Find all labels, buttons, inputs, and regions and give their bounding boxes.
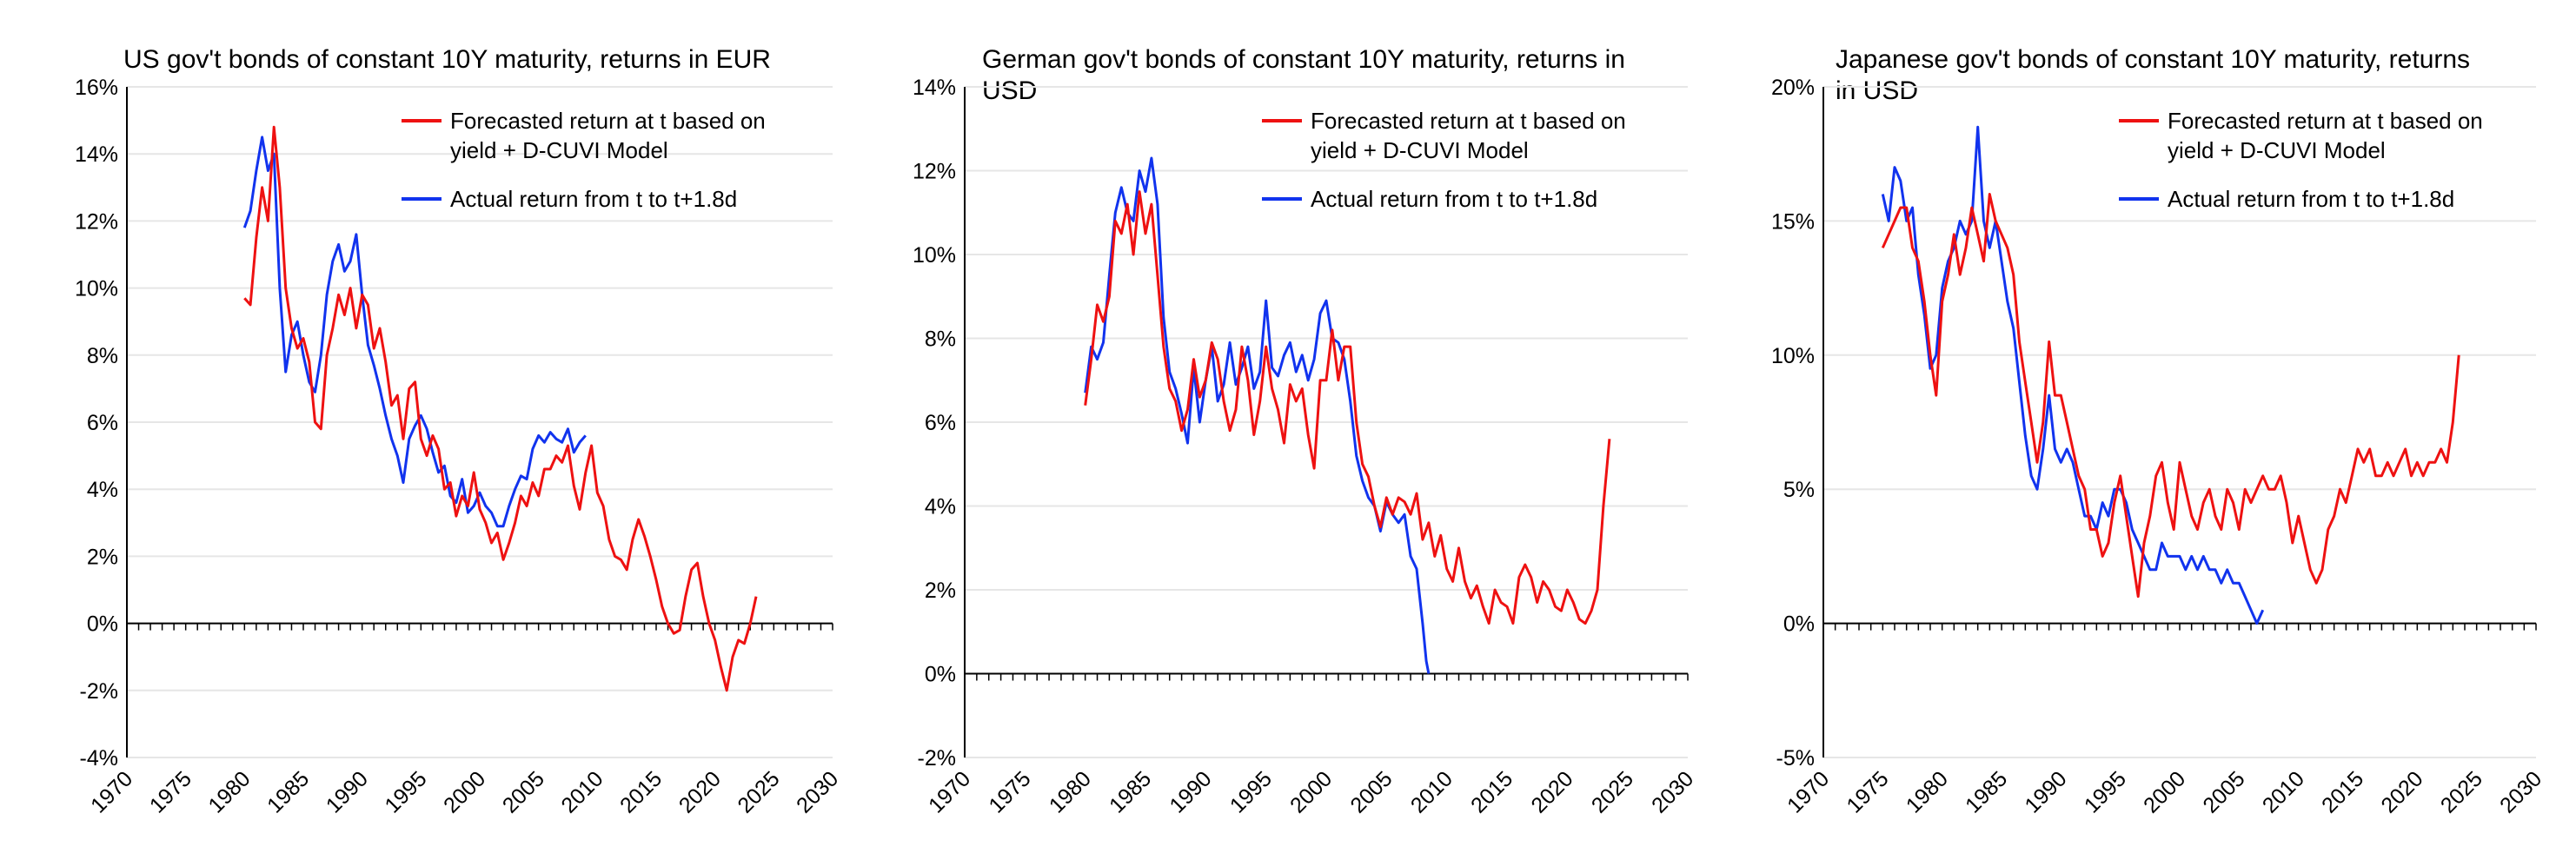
actual-series-line (1881, 125, 2265, 625)
chart-panel-2: German gov't bonds of constant 10Y matur… (913, 45, 1698, 818)
legend-label: yield + D-CUVI Model (450, 137, 668, 163)
x-tick-label: 2020 (674, 766, 726, 817)
y-tick-label: 2% (87, 545, 118, 569)
y-tick-label: 5% (1783, 478, 1815, 502)
x-tick-label: 1980 (1045, 766, 1096, 817)
x-tick-label: 1985 (1105, 766, 1156, 817)
x-tick-label: 2005 (2198, 766, 2249, 817)
chart-panel-1: US gov't bonds of constant 10Y maturity,… (75, 45, 843, 818)
x-tick-label: 2015 (615, 766, 667, 817)
chart-title-line: US gov't bonds of constant 10Y maturity,… (123, 45, 771, 74)
y-tick-label: -4% (80, 746, 118, 771)
x-tick-label: 1975 (145, 766, 196, 817)
y-tick-label: 16% (75, 76, 118, 100)
y-tick-label: 0% (1783, 612, 1815, 637)
x-tick-label: 2020 (2376, 766, 2427, 817)
x-tick-label: 2015 (1466, 766, 1517, 817)
x-tick-label: 2030 (792, 766, 843, 817)
x-tick-label: 2030 (1647, 766, 1698, 817)
chart-title-line: German gov't bonds of constant 10Y matur… (982, 45, 1625, 74)
y-tick-label: 20% (1771, 76, 1815, 100)
y-tick-label: 0% (87, 612, 118, 637)
x-tick-label: 1990 (1165, 766, 1216, 817)
y-tick-label: 6% (925, 411, 956, 435)
x-tick-label: 1980 (203, 766, 255, 817)
chart-title-line: in USD (1836, 76, 1918, 105)
x-tick-label: 2000 (439, 766, 490, 817)
y-tick-label: 15% (1771, 209, 1815, 234)
x-tick-label: 1990 (322, 766, 373, 817)
y-tick-label: -2% (80, 679, 118, 704)
x-tick-label: 1995 (1225, 766, 1277, 817)
legend-label: Actual return from t to t+1.8d (450, 186, 737, 212)
x-tick-label: 1995 (2080, 766, 2131, 817)
forecast-series-line (1084, 190, 1611, 625)
x-tick-label: 2000 (2139, 766, 2190, 817)
y-tick-label: 4% (925, 495, 956, 519)
x-tick-label: 2005 (498, 766, 549, 817)
chart-title-line: USD (982, 76, 1037, 105)
x-tick-label: 2015 (2317, 766, 2368, 817)
y-tick-label: 4% (87, 478, 118, 502)
y-tick-label: -2% (918, 746, 956, 771)
x-tick-label: 2025 (2436, 766, 2487, 817)
legend-label: yield + D-CUVI Model (2168, 137, 2386, 163)
x-tick-label: 2005 (1345, 766, 1397, 817)
legend-label: Actual return from t to t+1.8d (1311, 186, 1597, 212)
legend-label: Forecasted return at t based on (2168, 108, 2483, 134)
x-tick-label: 2025 (1587, 766, 1638, 817)
y-tick-label: 12% (75, 209, 118, 234)
x-tick-label: 2010 (1406, 766, 1457, 817)
x-tick-label: 2010 (2258, 766, 2309, 817)
x-tick-label: 1975 (1842, 766, 1893, 817)
y-tick-label: 14% (913, 76, 956, 100)
chart-title-line: Japanese gov't bonds of constant 10Y mat… (1836, 45, 2470, 74)
y-tick-label: 8% (87, 344, 118, 368)
x-tick-label: 2025 (733, 766, 784, 817)
x-tick-label: 2020 (1526, 766, 1577, 817)
x-tick-label: 2030 (2495, 766, 2546, 817)
legend-label: Actual return from t to t+1.8d (2168, 186, 2454, 212)
y-tick-label: 2% (925, 579, 956, 603)
y-tick-label: 10% (1771, 344, 1815, 368)
x-tick-label: 1980 (1902, 766, 1953, 817)
x-tick-label: 1975 (984, 766, 1035, 817)
legend-label: Forecasted return at t based on (1311, 108, 1626, 134)
legend-label: Forecasted return at t based on (450, 108, 766, 134)
x-tick-label: 1985 (1961, 766, 2012, 817)
y-tick-label: 8% (925, 327, 956, 352)
x-tick-label: 1990 (2020, 766, 2071, 817)
legend-label: yield + D-CUVI Model (1311, 137, 1529, 163)
y-tick-label: 12% (913, 160, 956, 184)
y-tick-label: 10% (913, 243, 956, 268)
x-tick-label: 1970 (1783, 766, 1834, 817)
y-tick-label: 14% (75, 142, 118, 167)
forecast-series-line (243, 125, 758, 692)
x-tick-label: 1970 (86, 766, 137, 817)
forecast-series-line (1881, 193, 2460, 599)
x-tick-label: 1970 (924, 766, 975, 817)
y-tick-label: -5% (1776, 746, 1815, 771)
x-tick-label: 1995 (380, 766, 431, 817)
chart-panel-3: Japanese gov't bonds of constant 10Y mat… (1771, 45, 2546, 818)
x-tick-label: 2010 (556, 766, 607, 817)
y-tick-label: 6% (87, 411, 118, 435)
y-tick-label: 0% (925, 663, 956, 687)
y-tick-label: 10% (75, 277, 118, 301)
x-tick-label: 2000 (1285, 766, 1337, 817)
x-tick-label: 1985 (262, 766, 314, 817)
